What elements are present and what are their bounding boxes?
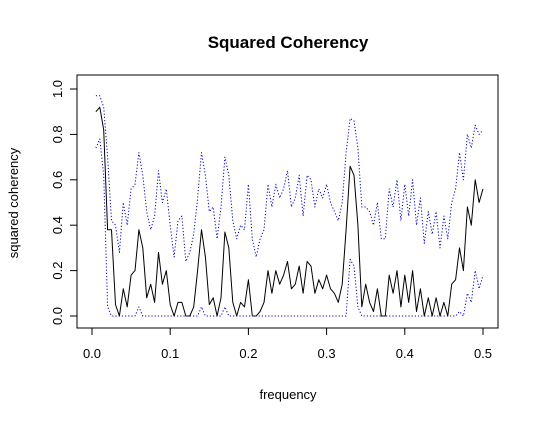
- y-tick-label: 0.2: [50, 262, 65, 280]
- x-tick-label: 0.3: [318, 346, 336, 361]
- x-tick-label: 0.2: [239, 346, 257, 361]
- x-tick-label: 0.1: [161, 346, 179, 361]
- series-line-3: [95, 138, 484, 317]
- y-tick-label: 0.6: [50, 171, 65, 189]
- series-line-1: [95, 106, 484, 317]
- y-axis: 0.0 0.2 0.4 0.6 0.8 1.0: [50, 80, 78, 325]
- y-axis-label: squared coherency: [6, 147, 21, 258]
- x-tick-label: 0.5: [474, 346, 492, 361]
- y-tick-label: 0.8: [50, 125, 65, 143]
- plot-frame: [76, 74, 499, 329]
- x-tick-label: 0.0: [83, 346, 101, 361]
- series-layer: [95, 95, 484, 317]
- chart-title: Squared Coherency: [208, 33, 369, 52]
- x-axis-label: frequency: [259, 387, 317, 402]
- x-axis: 0.0 0.1 0.2 0.3 0.4 0.5: [83, 327, 492, 361]
- y-tick-label: 0.4: [50, 216, 65, 234]
- y-tick-label: 0.0: [50, 307, 65, 325]
- x-tick-label: 0.4: [396, 346, 414, 361]
- series-line-2: [95, 95, 484, 262]
- y-tick-label: 1.0: [50, 80, 65, 98]
